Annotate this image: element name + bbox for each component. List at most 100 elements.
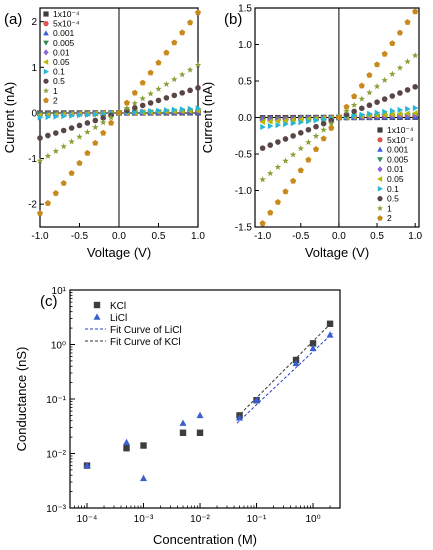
data-point <box>404 19 411 25</box>
data-point <box>267 122 274 130</box>
data-point <box>404 58 411 65</box>
data-point <box>53 113 60 120</box>
data-point <box>92 111 99 118</box>
data-point <box>100 115 106 121</box>
data-point <box>147 69 154 76</box>
x-tick-label: -0.5 <box>71 231 89 242</box>
data-point <box>155 85 162 92</box>
legend-entry: 5x10⁻⁴ <box>53 19 80 29</box>
data-point <box>68 138 75 145</box>
data-point <box>320 126 327 133</box>
data-point <box>36 157 44 164</box>
data-point <box>282 136 289 142</box>
data-point <box>396 64 404 71</box>
data-point <box>282 157 289 164</box>
data-point <box>171 106 178 113</box>
data-point <box>312 132 320 139</box>
legend-entry: 0.5 <box>387 194 399 204</box>
y-axis-label: Current (nA) <box>2 82 17 154</box>
legend-marker <box>377 185 383 192</box>
data-point <box>259 176 266 183</box>
data-point <box>85 111 91 118</box>
data-point <box>358 95 366 102</box>
data-point <box>289 117 296 124</box>
data-point <box>60 127 67 134</box>
data-point <box>187 87 193 94</box>
data-point <box>397 106 404 113</box>
legend-entry: 0.005 <box>387 154 409 164</box>
data-point <box>68 169 75 176</box>
legend-entry: 0.1 <box>53 67 65 77</box>
legend-marker <box>43 59 49 65</box>
data-point <box>359 111 366 118</box>
data-point <box>259 145 266 151</box>
fit-line <box>236 333 333 424</box>
legend-entry: 0.5 <box>53 76 65 86</box>
data-point <box>312 146 320 152</box>
data-point <box>350 101 358 108</box>
data-point <box>298 119 304 126</box>
legend-entry: LiCl <box>110 313 127 324</box>
legend-marker <box>93 301 101 309</box>
data-point <box>84 120 91 126</box>
data-point <box>196 429 204 436</box>
data-point <box>92 139 99 146</box>
data-point <box>321 116 327 123</box>
data-point <box>179 106 186 113</box>
y-axis-label: Current (nA) <box>200 82 215 154</box>
series-1 <box>36 61 202 164</box>
data-point <box>139 102 146 109</box>
x-tick-label: 1.0 <box>191 231 205 242</box>
data-point <box>404 110 410 117</box>
y-tick-label: -0.5 <box>235 150 253 161</box>
data-point <box>77 112 83 119</box>
data-point <box>155 97 162 104</box>
data-point <box>358 105 365 112</box>
y-tick-label: 10⁻³ <box>46 504 66 515</box>
x-tick-label: 0.5 <box>370 231 384 242</box>
legend-marker <box>43 68 49 75</box>
data-point <box>123 445 130 452</box>
legend-marker <box>377 166 383 173</box>
data-point <box>156 107 162 114</box>
data-point <box>366 89 373 96</box>
x-tick-label: -1.0 <box>31 231 49 242</box>
data-point <box>61 113 67 120</box>
data-point <box>320 120 327 127</box>
data-point <box>411 51 419 59</box>
legend-marker <box>43 78 49 84</box>
legend-marker <box>93 313 101 320</box>
data-point <box>327 120 335 127</box>
data-point <box>366 102 373 109</box>
data-point <box>290 120 297 127</box>
legend-entry: 5x10⁻⁴ <box>387 135 414 145</box>
data-point <box>186 66 194 73</box>
legend-marker <box>376 205 384 212</box>
data-point <box>84 149 91 156</box>
data-point <box>108 119 115 126</box>
y-tick-label: 0 <box>31 108 37 119</box>
legend-marker <box>43 49 49 56</box>
data-point <box>367 110 373 117</box>
data-point <box>122 438 131 446</box>
fit-line <box>236 321 333 418</box>
data-point <box>351 108 357 115</box>
data-point <box>140 108 146 115</box>
data-point <box>412 8 419 15</box>
data-point <box>99 119 107 126</box>
data-point <box>107 114 115 121</box>
data-point <box>68 125 75 131</box>
legend-entry: 0.001 <box>53 28 75 38</box>
data-point <box>326 331 334 338</box>
series-LiCl <box>83 331 334 482</box>
data-point <box>309 344 317 352</box>
data-point <box>351 93 358 99</box>
data-point <box>139 95 147 102</box>
data-point <box>92 117 99 124</box>
legend-entry: 2 <box>53 95 58 105</box>
data-point <box>274 117 281 125</box>
data-point <box>195 85 201 91</box>
y-tick-label: 2 <box>31 17 37 28</box>
